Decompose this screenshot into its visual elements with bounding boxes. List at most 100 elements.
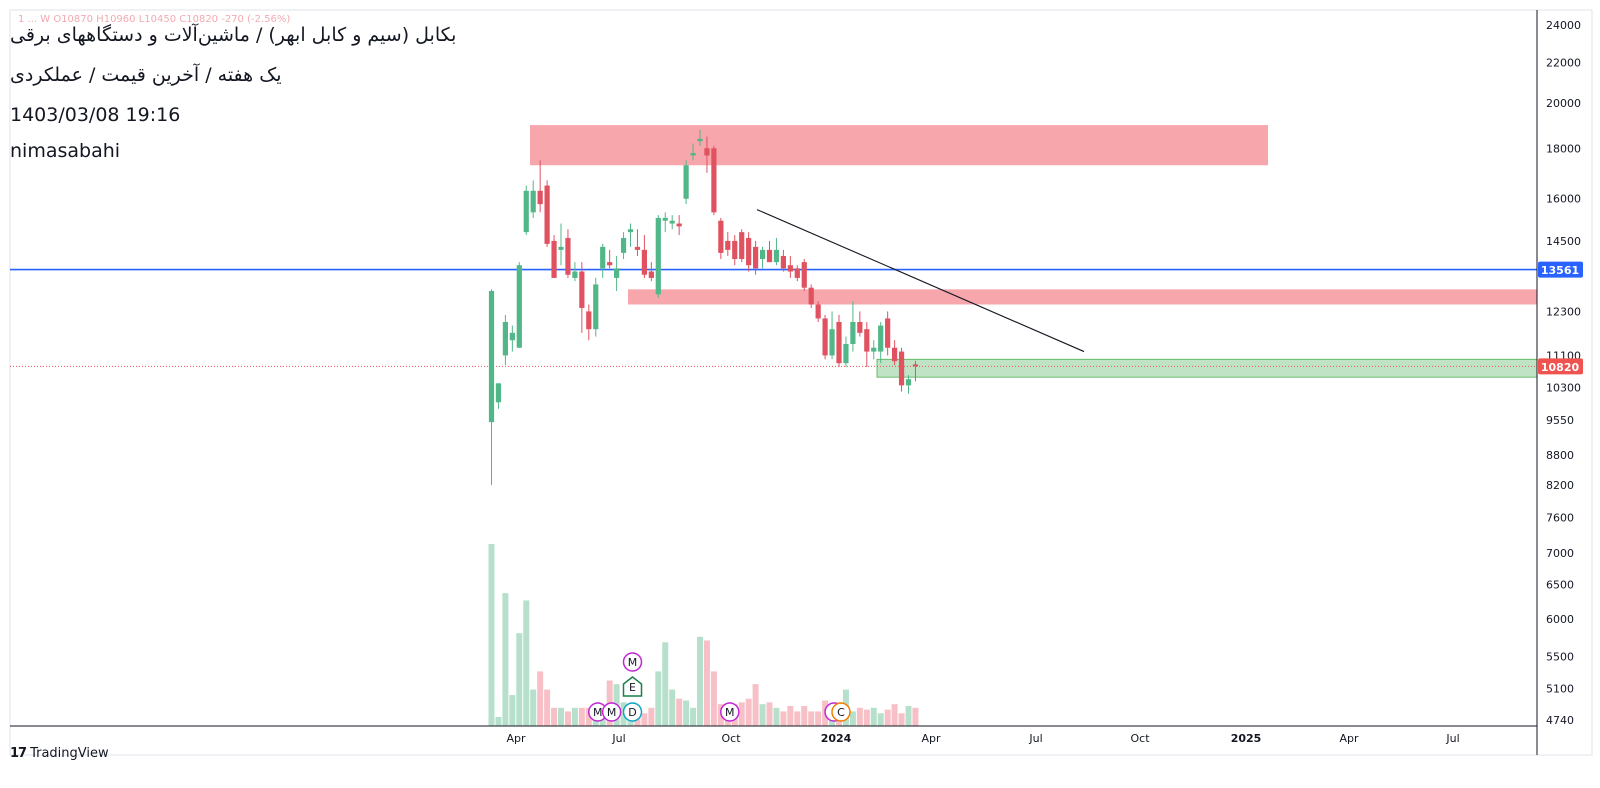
candle-body-23 [648,271,654,278]
candle-body-0 [488,291,495,423]
volume-bar-52 [849,711,856,726]
candle-body-41 [773,249,780,263]
volume-bar-40 [766,702,773,726]
candle-body-30 [697,138,703,142]
x-tick-7: 2025 [1231,732,1262,745]
time-axis[interactable]: Apr Jul Oct 2024 Apr Jul Oct 2025 Apr Jul [506,732,1459,745]
candle-body-19 [620,237,627,253]
candle-body-54 [864,329,870,352]
candles-layer[interactable] [488,129,919,486]
x-tick-2: Oct [721,732,741,745]
volume-bar-9 [551,707,558,726]
volume-bar-10 [558,707,564,726]
volume-bar-36 [738,702,745,726]
candle-body-44 [794,268,800,278]
trendline-layer[interactable] [756,209,1085,353]
candle-body-14 [586,311,592,330]
candle-body-16 [600,246,606,269]
candle-body-59 [898,351,905,386]
volume-bar-4 [516,633,523,726]
volume-bar-14 [585,707,592,726]
chart-author: nimasabahi [10,140,121,162]
candle-body-42 [780,255,786,269]
y-tick-10300: 10300 [1546,381,1581,394]
volume-layer [488,544,919,726]
volume-bar-46 [808,711,815,726]
price-label-10820: 10820 [1541,361,1580,374]
x-tick-9: Jul [1445,732,1459,745]
event-marker-4 [622,652,643,672]
zone-supply-1 [628,289,1537,305]
event-marker-2 [622,702,643,722]
volume-bar-57 [884,709,891,726]
volume-bar-55 [870,707,877,726]
zone-supply-0 [530,125,1268,166]
zones-layer [530,125,1538,378]
candle-body-21 [634,246,641,250]
candle-body-4 [516,265,522,348]
y-tick-8200: 8200 [1546,479,1574,492]
volume-bar-12 [571,707,578,726]
candle-body-50 [836,321,842,364]
candle-body-36 [739,232,745,260]
volume-bar-45 [801,705,808,726]
volume-bar-22 [641,713,648,726]
candle-body-1 [495,383,502,403]
volume-bar-26 [669,689,676,726]
y-tick-14500: 14500 [1546,235,1581,248]
event-marker-3 [622,676,643,697]
volume-bar-7 [537,671,544,726]
candle-body-51 [843,343,849,364]
candle-body-37 [746,237,752,266]
event-marker-label-2: D [628,706,636,719]
event-marker-label-1: M [607,706,617,719]
y-tick-20000: 20000 [1546,97,1581,110]
candle-body-45 [801,262,807,288]
candle-body-60 [905,379,912,386]
event-marker-label-5: M [725,706,735,719]
candle-body-55 [871,347,877,352]
volume-bar-30 [697,636,703,726]
candle-body-15 [593,284,599,330]
volume-bar-24 [655,671,662,726]
candle-body-17 [607,262,613,266]
y-tick-16000: 16000 [1546,193,1581,206]
volume-bar-6 [530,689,537,726]
candle-body-35 [732,240,738,260]
volume-bar-8 [544,689,551,726]
event-marker-7 [831,702,851,722]
chart-subtitle: یک هفته / آخرین قیمت / عملکردی [10,64,282,86]
candle-body-46 [808,287,814,305]
volume-bar-39 [759,704,766,726]
volume-bar-42 [780,711,787,726]
tradingview-brand[interactable]: 17 TradingView [10,746,109,761]
price-axis[interactable]: 24000 22000 20000 18000 16000 14500 13561 12300… [1538,19,1583,727]
candle-body-24 [655,217,661,295]
candle-body-8 [544,185,550,244]
y-tick-7000: 7000 [1546,547,1574,560]
y-tick-22000: 22000 [1546,56,1581,69]
volume-bar-23 [648,707,655,726]
volume-bar-56 [877,713,884,726]
y-tick-18000: 18000 [1546,142,1581,155]
volume-bar-60 [905,705,912,726]
candle-body-49 [829,329,835,356]
y-tick-5500: 5500 [1546,650,1574,663]
event-marker-1 [601,702,622,722]
y-tick-9550: 9550 [1546,414,1574,427]
volume-bar-11 [564,711,571,726]
y-tick-7600: 7600 [1546,512,1574,525]
candle-body-7 [537,190,543,205]
volume-bar-41 [773,707,780,726]
volume-bar-3 [509,695,516,726]
candle-body-28 [683,165,689,199]
trendline [756,209,1085,353]
event-marker-5 [720,702,740,722]
event-marker-label-7: C [837,706,845,719]
volume-bar-44 [794,711,801,726]
candle-body-27 [676,223,682,227]
candle-body-48 [822,318,828,356]
event-marker-label-0: M [593,706,603,719]
candle-body-43 [787,265,793,272]
